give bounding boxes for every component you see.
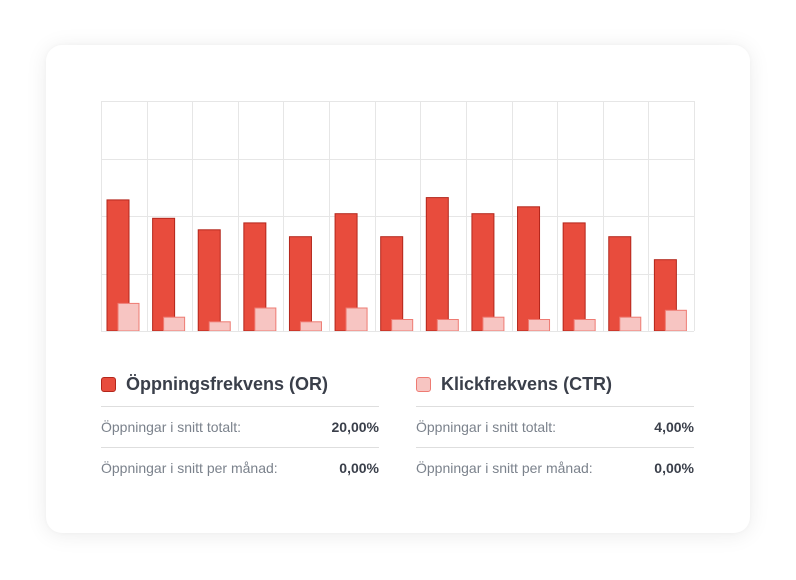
stat-value: 0,00% bbox=[339, 460, 379, 476]
stat-label: Öppningar i snitt totalt: bbox=[416, 419, 557, 435]
legend-or-swatch bbox=[101, 376, 116, 392]
legend-or: Öppningsfrekvens (OR) Öppningar i snitt … bbox=[101, 370, 379, 488]
bar-ctr bbox=[528, 319, 551, 332]
bar-or bbox=[562, 222, 586, 332]
stat-value: 20,00% bbox=[331, 419, 379, 435]
bar-ctr bbox=[299, 321, 322, 332]
bar-ctr bbox=[436, 319, 459, 332]
legend-or-title: Öppningsfrekvens (OR) bbox=[126, 373, 329, 394]
stat-value: 4,00% bbox=[654, 419, 694, 435]
bar-ctr bbox=[619, 316, 642, 332]
chart-bars bbox=[101, 197, 694, 332]
bar-or bbox=[152, 217, 176, 332]
bar-ctr bbox=[664, 309, 687, 332]
bar-or bbox=[471, 213, 495, 332]
stat-value: 0,00% bbox=[654, 460, 694, 476]
bar-ctr bbox=[254, 307, 277, 332]
stat-row: Öppningar i snitt per månad: 0,00% bbox=[416, 448, 694, 488]
bar-ctr bbox=[573, 319, 596, 332]
bar-ctr bbox=[208, 321, 231, 332]
bar-or bbox=[425, 197, 449, 332]
bar-ctr bbox=[482, 316, 505, 332]
stat-label: Öppningar i snitt totalt: bbox=[101, 419, 242, 435]
bar-or bbox=[197, 229, 221, 332]
bar-ctr bbox=[163, 316, 186, 332]
legend-ctr-title: Klickfrekvens (CTR) bbox=[441, 373, 613, 394]
stat-row: Öppningar i snitt per månad: 0,00% bbox=[101, 448, 379, 488]
legend-or-header: Öppningsfrekvens (OR) bbox=[101, 370, 379, 407]
stat-row: Öppningar i snitt totalt: 20,00% bbox=[101, 407, 379, 448]
stat-label: Öppningar i snitt per månad: bbox=[416, 460, 593, 476]
bar-or bbox=[517, 206, 541, 332]
legend-ctr-swatch bbox=[416, 376, 431, 392]
bar-or bbox=[288, 236, 312, 332]
legend-ctr-header: Klickfrekvens (CTR) bbox=[416, 370, 694, 407]
bar-ctr bbox=[391, 319, 414, 332]
stat-row: Öppningar i snitt totalt: 4,00% bbox=[416, 407, 694, 448]
stat-label: Öppningar i snitt per månad: bbox=[101, 460, 278, 476]
legend-ctr: Klickfrekvens (CTR) Öppningar i snitt to… bbox=[416, 370, 694, 488]
bar-ctr bbox=[117, 302, 140, 332]
bar-ctr bbox=[345, 307, 368, 332]
bar-or bbox=[380, 236, 404, 332]
